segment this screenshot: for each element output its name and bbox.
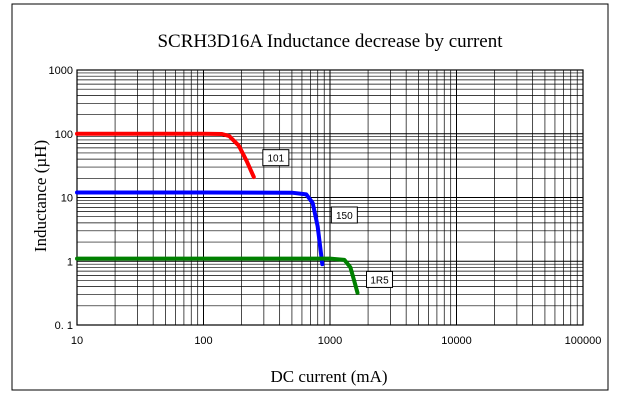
y-tick-label: 100 [55,129,73,141]
series-label-box [262,149,290,167]
y-axis-title: Inductance (µH) [31,140,50,252]
x-tick-label: 100 [194,335,212,347]
x-tick-label: 10 [71,335,83,347]
x-axis-title: DC current (mA) [270,367,387,386]
x-tick-label: 10000 [441,335,472,347]
series-label: 1R5 [370,275,389,286]
y-tick-label: 10 [61,193,73,205]
series-line-101 [75,131,256,179]
series-label-box [366,270,394,288]
y-tick-label: 0. 1 [55,320,73,332]
x-tick-label: 100000 [565,335,602,347]
y-tick-label: 1000 [49,65,73,77]
chart-title: SCRH3D16A Inductance decrease by current [157,31,503,52]
series-line-1r5 [75,256,360,295]
series-label: 150 [336,211,353,222]
chart-frame [11,3,609,391]
x-tick-label: 1000 [318,335,342,347]
series-label: 101 [267,154,284,165]
y-tick-label: 1 [67,256,73,268]
series-layer [75,131,360,295]
series-labels: 101 150 1R5 [262,149,394,288]
series-line-150 [75,190,325,267]
grid [76,69,584,326]
series-label-box [330,206,358,224]
